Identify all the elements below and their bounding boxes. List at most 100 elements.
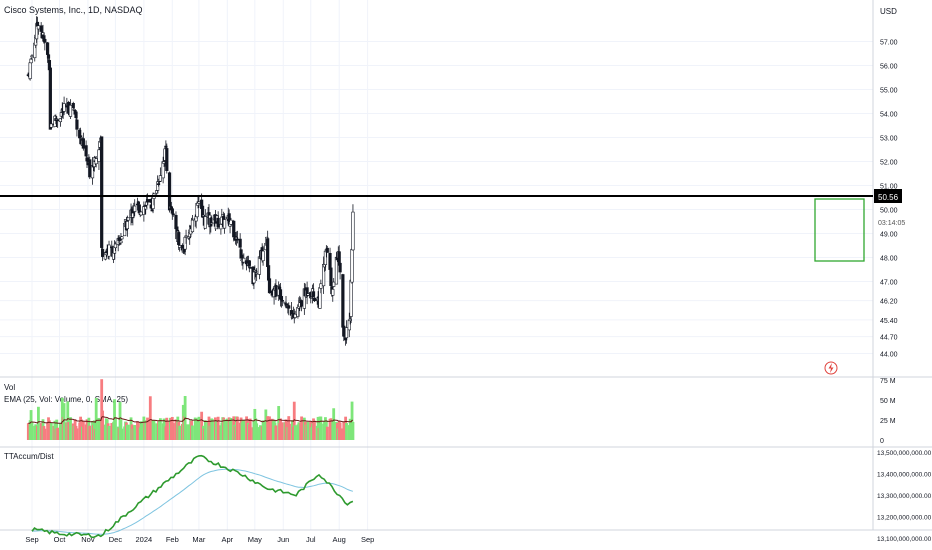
price-tick-label: 49.00	[880, 231, 898, 238]
volume-bar	[306, 422, 310, 440]
chart-title: Cisco Systems, Inc., 1D, NASDAQ	[4, 5, 143, 15]
volume-bar	[203, 420, 207, 440]
time-tick-label: Nov	[81, 535, 95, 544]
candle	[107, 240, 111, 260]
volume-bar	[43, 428, 47, 440]
volume-bar	[88, 425, 92, 440]
candle	[48, 66, 52, 130]
candle	[62, 96, 66, 116]
candle	[210, 216, 214, 227]
price-tick-label: 44.00	[880, 351, 898, 358]
volume-bar	[37, 406, 40, 440]
price-tick-label: 56.00	[880, 63, 898, 70]
accum-tick-label: 13,200,000,000.00	[877, 515, 932, 522]
time-tick-label: Oct	[54, 535, 67, 544]
time-tick-label: Mar	[192, 535, 205, 544]
candle	[88, 156, 92, 180]
volume-bar	[139, 421, 143, 440]
volume-bar	[94, 398, 98, 440]
volume-bar	[114, 417, 117, 440]
volume-bar	[184, 424, 188, 440]
time-tick-label: Jul	[306, 535, 316, 544]
volume-bar	[236, 416, 239, 440]
candle	[287, 302, 291, 316]
time-axis[interactable]: Sep Oct Nov Dec 2024 Feb Mar Apr May Jun Jul Aug Sep	[25, 535, 374, 544]
volume-axis: 75 M 50 M 25 M 0	[880, 378, 896, 445]
candle	[171, 208, 175, 217]
candle	[79, 127, 83, 141]
accum-axis: 13,500,000,000.00 13,400,000,000.00 13,300…	[877, 450, 932, 543]
candle	[216, 211, 220, 230]
candles	[26, 16, 355, 346]
candle	[351, 204, 355, 251]
volume-tick-label: 25 M	[880, 418, 896, 425]
time-tick-label: Aug	[333, 535, 346, 544]
accum-tick-label: 13,300,000,000.00	[877, 493, 932, 500]
price-tick-label: 53.00	[880, 135, 898, 142]
volume-bar	[274, 425, 278, 440]
candle	[325, 245, 329, 253]
volume-bar	[287, 416, 291, 440]
price-tick-label: 48.00	[880, 255, 898, 262]
volume-bars	[26, 379, 355, 440]
volume-bar	[66, 401, 70, 440]
volume-bar	[325, 426, 329, 440]
volume-bar	[81, 421, 85, 440]
lightning-icon[interactable]	[824, 361, 838, 375]
volume-bar	[332, 408, 336, 440]
volume-bar	[293, 425, 297, 440]
volume-bar	[255, 423, 259, 440]
candle	[242, 253, 246, 264]
price-axis[interactable]: 57.00 56.00 55.00 54.00 53.00 52.00 51.00 50.00…	[880, 39, 898, 358]
volume-bar	[171, 423, 175, 440]
volume-tick-label: 50 M	[880, 398, 896, 405]
volume-bar	[120, 428, 124, 440]
candle	[299, 299, 304, 312]
volume-tick-label: 75 M	[880, 378, 896, 385]
candle	[184, 229, 188, 244]
volume-bar	[75, 428, 79, 440]
candle	[222, 213, 227, 234]
volume-bar	[200, 411, 204, 440]
volume-bar	[229, 417, 233, 440]
candle	[43, 36, 47, 51]
candle	[84, 140, 88, 159]
volume-bar	[210, 418, 214, 440]
highlight-rectangle[interactable]	[814, 198, 865, 262]
candle	[81, 132, 85, 151]
volume-bar	[300, 416, 303, 440]
time-tick-label: Sep	[361, 535, 374, 544]
price-tick-label: 47.00	[880, 279, 898, 286]
accum-tick-label: 13,100,000,000.00	[877, 536, 932, 543]
candle	[350, 245, 354, 284]
price-tick-label: 46.20	[880, 299, 898, 306]
volume-bar	[351, 422, 355, 440]
volume-title: Vol	[4, 383, 15, 392]
candle	[120, 235, 124, 241]
candle	[257, 250, 262, 280]
volume-bar	[338, 422, 342, 440]
volume-bar	[313, 420, 316, 440]
volume-bar	[148, 396, 152, 440]
price-tick-label: 51.00	[880, 183, 898, 190]
currency-label[interactable]: USD	[880, 7, 897, 16]
volume-ema-label: EMA (25, Vol: Volume, 0, SMA, 25)	[4, 395, 128, 404]
price-tick-label: 50.00	[880, 207, 898, 214]
volume-bar	[152, 420, 156, 440]
volume-bar	[100, 379, 104, 440]
accum-tick-label: 13,500,000,000.00	[877, 450, 932, 457]
candle	[158, 167, 162, 182]
countdown-label: 03:14:05	[878, 220, 905, 227]
volume-bar	[30, 421, 34, 440]
price-tick-label: 52.00	[880, 159, 898, 166]
accum-tick-label: 13,400,000,000.00	[877, 472, 932, 479]
volume-bar	[133, 425, 137, 440]
volume-bar	[197, 416, 201, 440]
candle	[75, 113, 79, 137]
price-tick-label: 45.40	[880, 318, 898, 325]
candle	[338, 259, 342, 280]
volume-bar	[158, 418, 162, 440]
candle	[113, 241, 118, 251]
volume-ema-line	[28, 416, 353, 425]
